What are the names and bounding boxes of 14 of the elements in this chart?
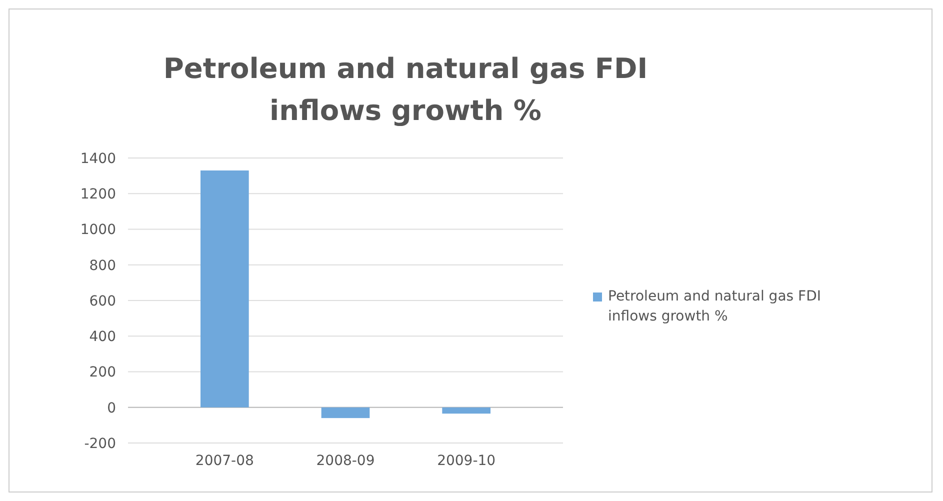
y-tick-label: -200	[84, 436, 116, 452]
y-tick-label: 1000	[80, 222, 116, 238]
y-tick-label: 200	[89, 364, 116, 381]
x-tick-label: 2008-09	[316, 453, 375, 469]
y-tick-label: 600	[89, 293, 116, 310]
x-tick-label: 2007-08	[195, 453, 254, 469]
y-tick-label: 1200	[80, 186, 116, 203]
legend-label: Petroleum and natural gas FDI inflows growth %	[608, 288, 821, 324]
y-tick-label: 1400	[80, 150, 116, 167]
chart-title: Petroleum and natural gas FDI inflows growth %	[163, 52, 648, 127]
x-tick-label: 2009-10	[437, 453, 496, 469]
y-tick-label: 400	[89, 329, 116, 346]
y-tick-label: 0	[107, 400, 116, 416]
y-tick-label: 800	[89, 258, 116, 274]
